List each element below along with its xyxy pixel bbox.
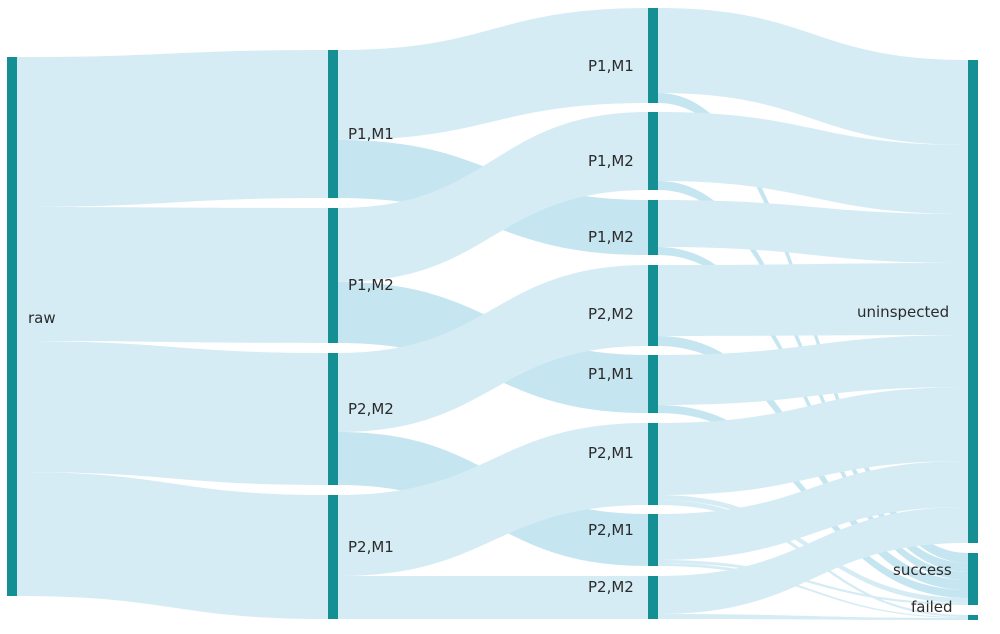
node-label-c2-p2m2-b: P2,M2 — [588, 578, 634, 596]
link-c2_g-to-n_success-26 — [658, 560, 968, 605]
node-bar-n_uninspected — [968, 60, 978, 543]
node-bar-n_failed — [968, 615, 978, 620]
link-c2_g-to-n_uninspected-25 — [658, 461, 968, 560]
node-label-c2-p2m1-a: P2,M1 — [588, 444, 634, 462]
sankey-links — [17, 8, 968, 620]
link-c1_b-to-c2_b-6 — [338, 112, 648, 282]
node-label-uninspected: uninspected — [857, 303, 950, 321]
node-bar-c2_b — [648, 112, 658, 190]
link-n_raw-to-c1_c-2 — [17, 341, 328, 485]
link-c2_h-to-n_failed-29 — [658, 614, 968, 620]
node-bar-c2_e — [648, 355, 658, 413]
node-label-c2-p1m2-b: P1,M2 — [588, 228, 634, 246]
node-label-success: success — [893, 561, 952, 579]
node-bar-c2_a — [648, 8, 658, 103]
link-c1_d-to-c2_f-10 — [338, 423, 648, 576]
link-n_raw-to-c1_d-3 — [17, 472, 328, 619]
node-bar-c1_a — [328, 50, 338, 198]
link-c2_a-to-n_uninspected-12 — [658, 8, 968, 145]
link-c2_b-to-n_uninspected-14 — [658, 112, 968, 214]
sankey-nodes — [7, 8, 978, 620]
link-c2_g-to-n_failed-27 — [658, 563, 968, 618]
node-bar-c2_d — [648, 265, 658, 346]
link-n_raw-to-c1_b-1 — [17, 207, 328, 343]
link-c2_e-to-n_uninspected-20 — [658, 335, 968, 405]
node-label-c1-p1m2: P1,M2 — [348, 276, 394, 294]
link-c1_a-to-c2_a-4 — [338, 8, 648, 140]
node-label-c2-p1m2-a: P1,M2 — [588, 152, 634, 170]
node-label-c1-p1m1: P1,M1 — [348, 125, 394, 143]
node-bar-n_success — [968, 553, 978, 605]
node-label-raw: raw — [28, 309, 56, 327]
node-label-c2-p1m1-b: P1,M1 — [588, 365, 634, 383]
node-label-c2-p1m1-top: P1,M1 — [588, 57, 634, 75]
node-label-c1-p2m2: P2,M2 — [348, 400, 394, 418]
node-bar-c1_c — [328, 353, 338, 485]
node-bar-c2_c — [648, 200, 658, 255]
node-bar-c1_d — [328, 495, 338, 619]
node-label-c2-p2m1-b: P2,M1 — [588, 521, 634, 539]
link-c2_h-to-n_uninspected-28 — [658, 507, 968, 614]
link-c2_d-to-n_uninspected-18 — [658, 263, 968, 336]
node-label-c2-p2m2-a: P2,M2 — [588, 305, 634, 323]
node-label-c1-p2m1: P2,M1 — [348, 538, 394, 556]
link-c1_d-to-c2_h-11 — [338, 576, 648, 619]
node-bar-c2_h — [648, 576, 658, 619]
node-bar-n_raw — [7, 57, 17, 596]
link-c2_f-to-n_uninspected-22 — [658, 387, 968, 495]
node-bar-c2_g — [648, 514, 658, 566]
link-n_raw-to-c1_a-0 — [17, 50, 328, 207]
link-c2_c-to-n_uninspected-16 — [658, 200, 968, 263]
node-bar-c2_f — [648, 423, 658, 505]
link-c1_c-to-c2_d-8 — [338, 265, 648, 432]
node-label-failed: failed — [911, 598, 953, 616]
node-bar-c1_b — [328, 208, 338, 343]
